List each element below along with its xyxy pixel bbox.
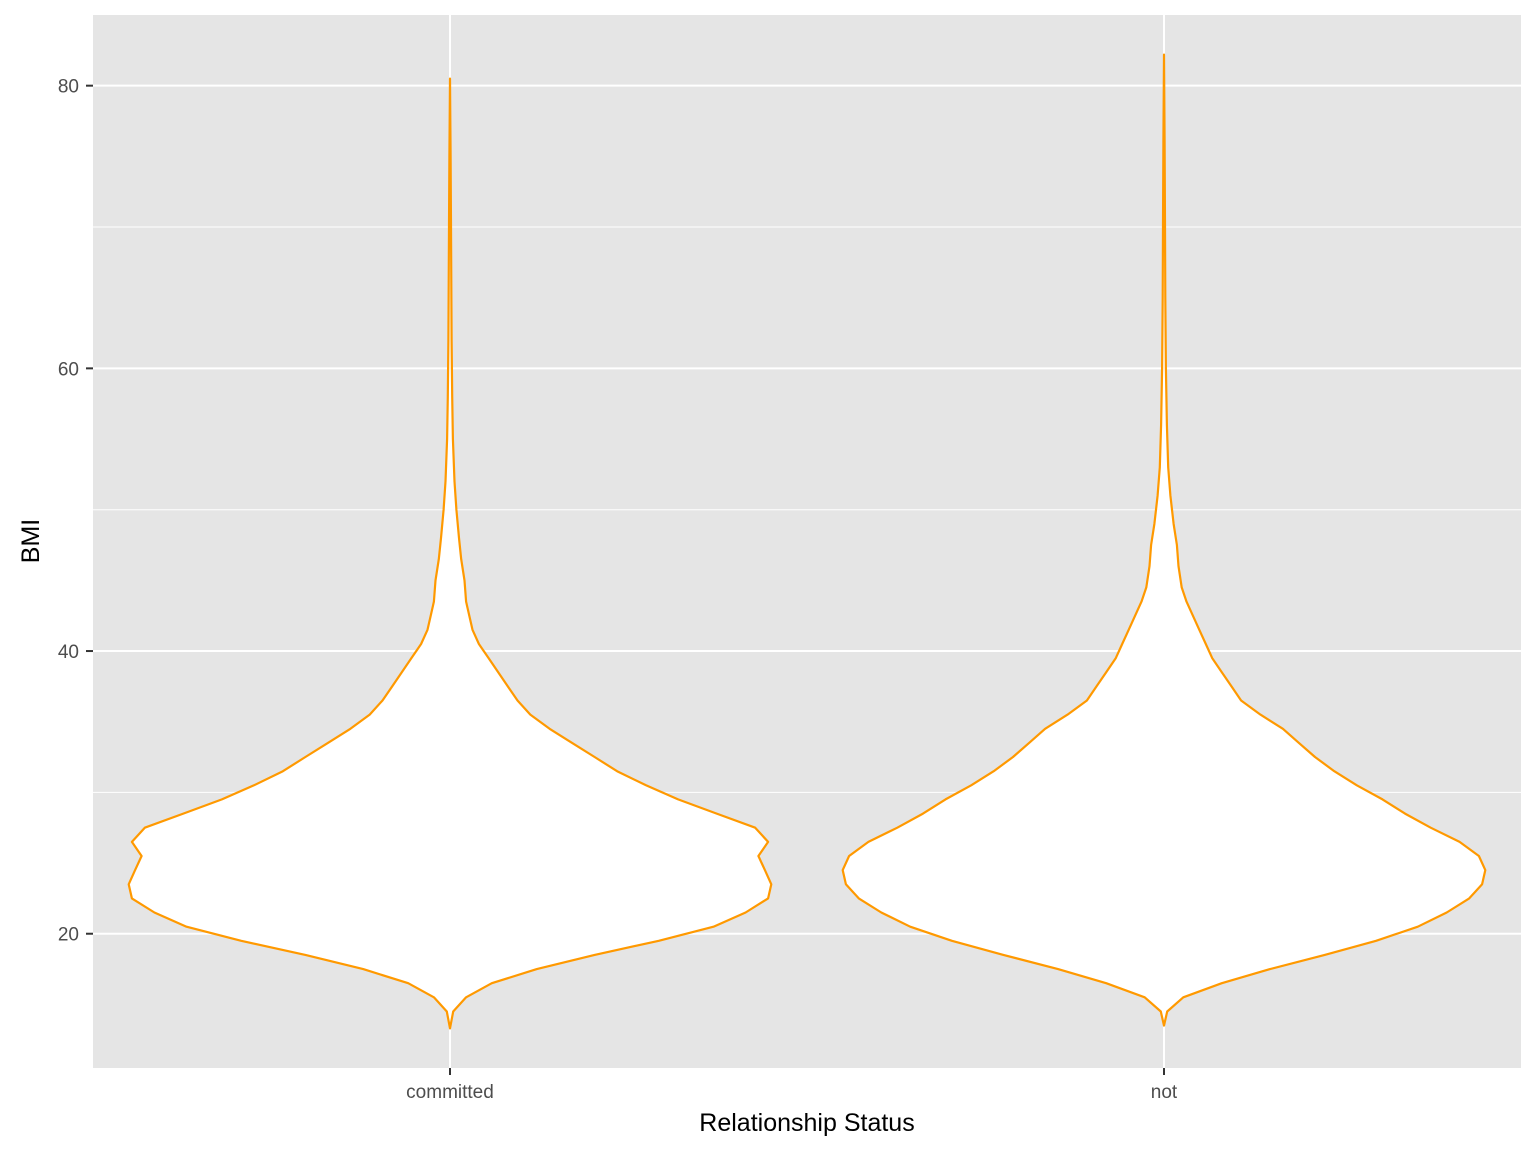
y-tick-label: 60 [58, 359, 79, 380]
x-tick-label: committed [406, 1082, 494, 1103]
y-tick-label: 80 [58, 77, 79, 98]
y-tick-label: 40 [58, 642, 79, 663]
violin-committed [127, 77, 773, 1030]
x-tick-label: not [1151, 1082, 1178, 1103]
y-tick-label: 20 [58, 925, 79, 946]
x-axis-title: Relationship Status [699, 1109, 914, 1137]
axes: 20 40 60 80 committed not [58, 77, 1178, 1103]
y-axis-title: BMI [17, 519, 45, 563]
violin-not [841, 53, 1487, 1027]
violins [127, 53, 1487, 1030]
